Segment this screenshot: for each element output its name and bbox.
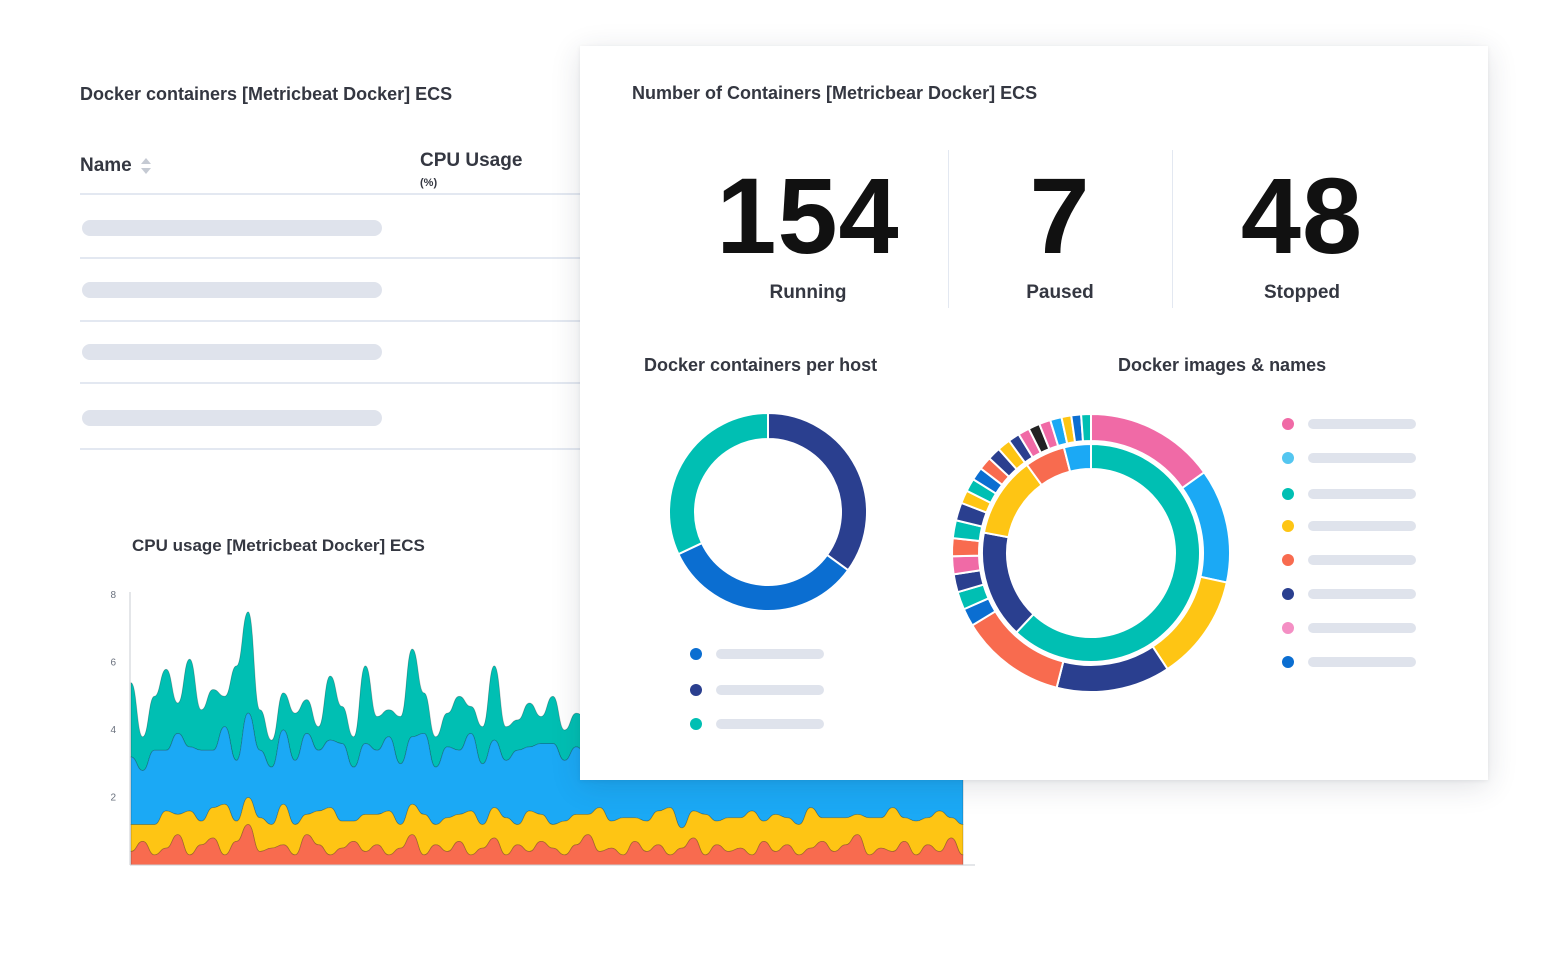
legend-label-placeholder — [716, 719, 824, 729]
legend-dot-navy — [1282, 588, 1294, 600]
y-tick-label: 2 — [110, 793, 116, 804]
per-host-title: Docker containers per host — [644, 355, 878, 375]
metric-divider — [1172, 150, 1173, 308]
legend-dot-light-pink — [1282, 622, 1294, 634]
row-placeholder — [82, 282, 382, 298]
legend-dot-teal — [1282, 488, 1294, 500]
y-tick-label: 8 — [110, 590, 116, 601]
table-panel-title: Docker containers [Metricbeat Docker] EC… — [80, 84, 453, 104]
images-outer-ring-slice[interactable] — [951, 554, 982, 576]
y-tick-label: 4 — [110, 725, 116, 736]
metric-stopped-value: 48 — [1240, 155, 1364, 276]
row-placeholder — [82, 344, 382, 360]
legend-label-placeholder — [716, 649, 824, 659]
legend-label-placeholder — [1308, 521, 1416, 531]
legend-dot-host-1 — [690, 648, 702, 660]
sort-icon[interactable] — [140, 157, 152, 175]
legend-dot-mid-blue — [1282, 656, 1294, 668]
row-divider — [80, 320, 580, 322]
legend-dot-orange — [1282, 554, 1294, 566]
cpu-chart-title: CPU usage [Metricbeat Docker] ECS — [132, 536, 425, 555]
table-header-divider — [80, 193, 580, 195]
legend-label-placeholder — [1308, 453, 1416, 463]
metric-paused-value: 7 — [1029, 155, 1091, 276]
images-outer-ring-slice[interactable] — [1080, 412, 1092, 443]
legend-label-placeholder — [716, 685, 824, 695]
row-placeholder — [82, 220, 382, 236]
column-header-name-label: Name — [80, 155, 132, 176]
legend-label-placeholder — [1308, 623, 1416, 633]
legend-dot-pink — [1282, 418, 1294, 430]
legend-label-placeholder — [1308, 657, 1416, 667]
legend-label-placeholder — [1308, 489, 1416, 499]
card-title: Number of Containers [Metricbear Docker]… — [632, 83, 1038, 103]
host-donut-slice[interactable] — [767, 412, 868, 572]
images-title: Docker images & names — [1118, 355, 1327, 375]
y-tick-label: 6 — [110, 658, 116, 669]
column-header-name[interactable]: Name — [80, 155, 132, 177]
legend-dot-light-blue — [1282, 452, 1294, 464]
row-divider — [80, 448, 580, 450]
containers-per-host-donut — [668, 412, 868, 612]
containers-card: Number of Containers [Metricbear Docker]… — [580, 46, 1488, 780]
host-donut-slice[interactable] — [677, 541, 850, 612]
metric-running-value: 154 — [716, 155, 900, 276]
row-divider — [80, 382, 580, 384]
metric-paused-label: Paused — [1026, 282, 1094, 303]
legend-dot-host-2 — [690, 684, 702, 696]
metric-divider — [948, 150, 949, 308]
legend-label-placeholder — [1308, 419, 1416, 429]
legend-dot-yellow — [1282, 520, 1294, 532]
images-names-donut — [951, 412, 1231, 693]
legend-dot-host-3 — [690, 718, 702, 730]
column-header-cpu-unit: (%) — [420, 177, 438, 189]
host-donut-slice[interactable] — [668, 412, 769, 556]
row-divider — [80, 257, 580, 259]
metric-running-label: Running — [769, 282, 847, 303]
metric-stopped-label: Stopped — [1264, 282, 1340, 303]
images-inner-ring-slice[interactable] — [1062, 442, 1092, 473]
images-inner-ring-slice[interactable] — [1014, 442, 1201, 663]
legend-label-placeholder — [1308, 589, 1416, 599]
row-placeholder — [82, 410, 382, 426]
column-header-cpu-usage[interactable]: CPU Usage — [420, 150, 523, 171]
cpu-y-axis-ticks: 2 4 6 8 — [110, 590, 116, 804]
legend-label-placeholder — [1308, 555, 1416, 565]
